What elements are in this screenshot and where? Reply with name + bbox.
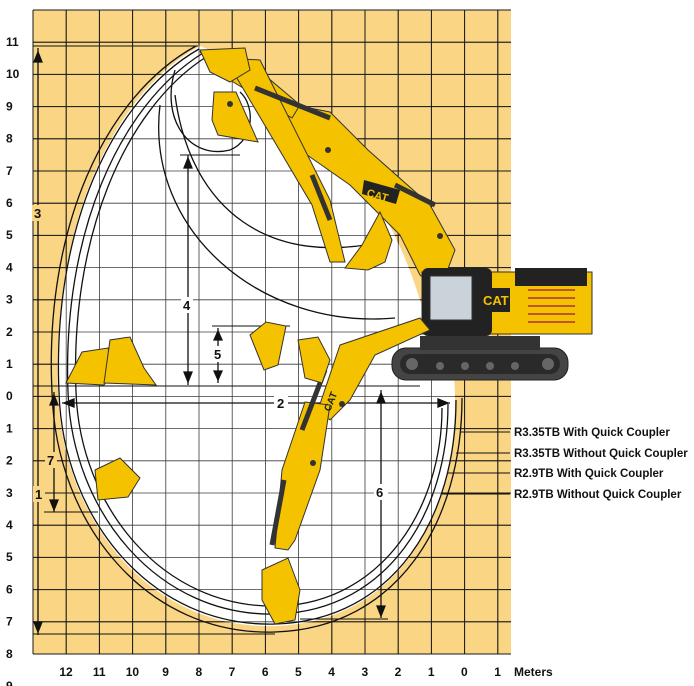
dimension-label-1: 1	[35, 487, 42, 502]
dimension-lines	[33, 45, 450, 635]
svg-text:CAT: CAT	[365, 187, 390, 205]
envelope-r29-with-coupler	[66, 52, 449, 615]
envelope-r335-without-coupler	[57, 48, 457, 625]
bucket-swing-arcs	[158, 69, 396, 320]
reach-envelope-curves	[50, 45, 463, 633]
y-tick-label: 7	[6, 615, 13, 629]
y-tick-label: 5	[6, 228, 13, 242]
x-tick-label: 2	[395, 665, 402, 679]
envelope-r335-with-coupler	[50, 45, 463, 633]
x-tick-label: 6	[262, 665, 269, 679]
y-tick-label: 1	[6, 357, 13, 371]
dimension-label-6: 6	[376, 485, 383, 500]
dimension-label-2: 2	[277, 396, 284, 411]
dimension-number-labels: 3 4 5 2 7 1 6	[32, 205, 388, 502]
y-tick-label: 5	[6, 550, 13, 564]
cat-logo-cab: CAT	[483, 293, 509, 308]
legend-r335-with-coupler: R3.35TB With Quick Coupler	[514, 427, 670, 439]
y-tick-label: 4	[6, 518, 13, 532]
y-tick-label: 2	[6, 325, 13, 339]
excavator-upper-boom	[198, 47, 456, 291]
x-tick-label: 10	[126, 665, 140, 679]
dimension-label-4: 4	[183, 298, 191, 313]
dimension-label-3: 3	[34, 206, 41, 221]
bucket-positions	[65, 321, 331, 501]
excavator-lower-boom	[261, 317, 431, 625]
x-tick-label: 0	[461, 665, 468, 679]
legend: R3.35TB With Quick Coupler R3.35TB Witho…	[514, 427, 688, 501]
y-tick-label: 2	[6, 454, 13, 468]
legend-r29-without-coupler: R2.9TB Without Quick Coupler	[514, 489, 682, 501]
x-tick-label: 11	[93, 665, 106, 679]
legend-r29-with-coupler: R2.9TB With Quick Coupler	[514, 468, 664, 480]
y-tick-label: 3	[6, 486, 13, 500]
y-tick-label: 9	[6, 679, 13, 686]
y-tick-label: 8	[6, 132, 13, 146]
x-axis-labels: 12 11 10 9 8 7 6 5 4 3 2 1 0 1	[59, 665, 501, 679]
y-tick-label: 8	[6, 647, 13, 661]
x-tick-label: 9	[162, 665, 169, 679]
cat-logo-boom: CAT	[362, 180, 400, 205]
legend-r335-without-coupler: R3.35TB Without Quick Coupler	[514, 448, 688, 460]
y-tick-label: 4	[6, 260, 13, 274]
y-tick-label: 1	[6, 421, 13, 435]
excavator-body	[391, 268, 593, 381]
x-tick-label: 4	[328, 665, 335, 679]
y-tick-label: 6	[6, 582, 13, 596]
x-tick-label: 5	[295, 665, 302, 679]
y-tick-label: 11	[6, 35, 19, 49]
x-tick-label: 1	[428, 665, 435, 679]
y-tick-label: 7	[6, 164, 13, 178]
x-tick-label: 1	[494, 665, 501, 679]
x-tick-label: 12	[59, 665, 73, 679]
x-axis-unit: Meters	[514, 665, 553, 679]
dimension-label-5: 5	[214, 347, 221, 362]
envelope-r29-without-coupler	[74, 56, 443, 607]
y-tick-label: 3	[6, 293, 13, 307]
svg-text:CAT: CAT	[483, 293, 509, 308]
y-tick-label: 6	[6, 196, 13, 210]
x-tick-label: 3	[361, 665, 368, 679]
x-tick-label: 7	[229, 665, 236, 679]
y-tick-label: 0	[6, 389, 13, 403]
dimension-label-7: 7	[47, 453, 54, 468]
y-tick-label: 9	[6, 99, 13, 113]
y-tick-label: 10	[6, 67, 20, 81]
legend-leader-lines	[442, 431, 510, 495]
x-tick-label: 8	[195, 665, 202, 679]
